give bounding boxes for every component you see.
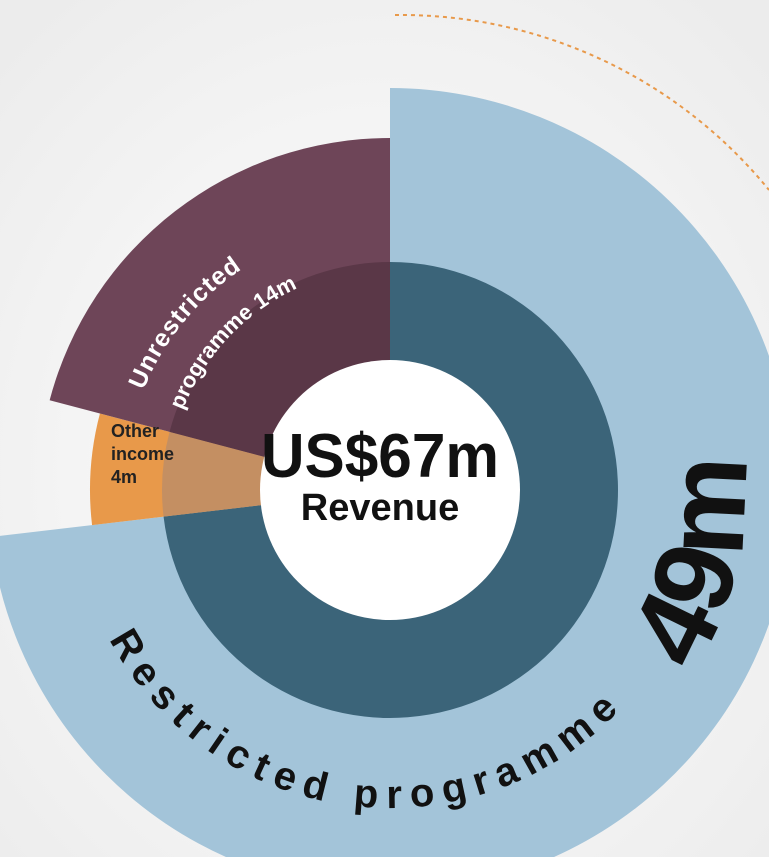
segment-label: Other bbox=[111, 421, 159, 441]
segment-label: 4m bbox=[111, 467, 137, 487]
center-sublabel: Revenue bbox=[301, 487, 459, 529]
segment bbox=[0, 88, 769, 857]
decor-arc bbox=[394, 13, 769, 191]
center-label: US$67m bbox=[261, 422, 499, 491]
segment-label: income bbox=[111, 444, 174, 464]
center-hole bbox=[260, 360, 520, 620]
